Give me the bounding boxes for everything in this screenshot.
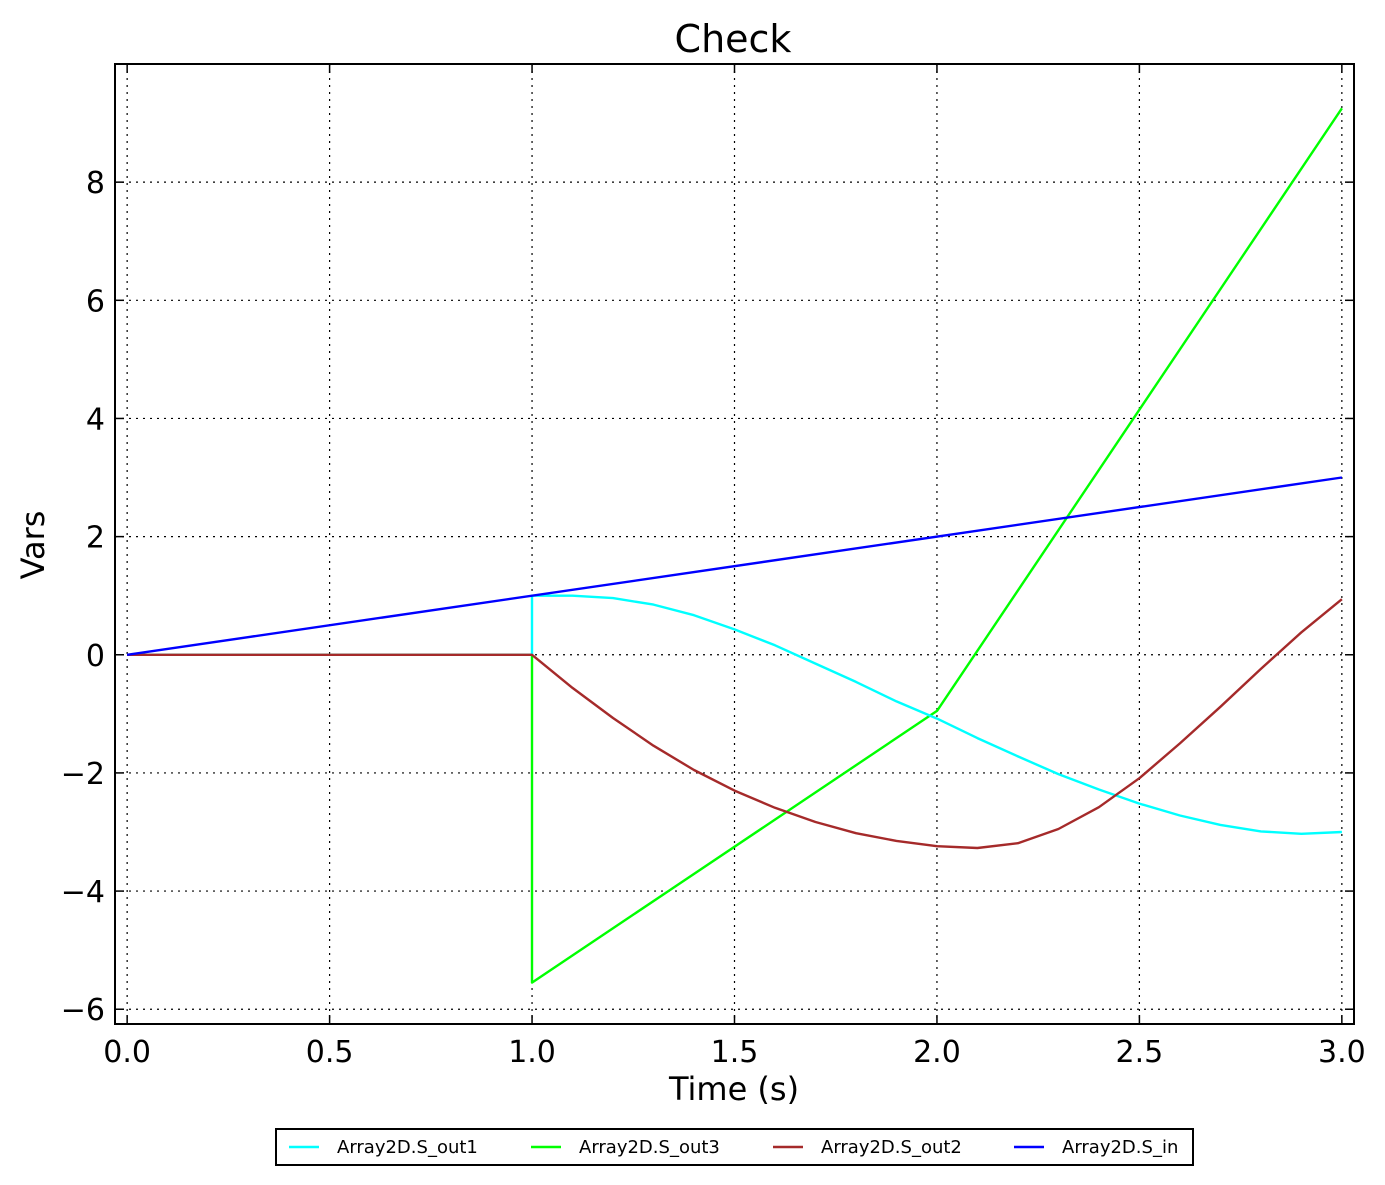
y-tick-label: 0 (86, 639, 105, 674)
y-tick-label: 4 (86, 402, 105, 437)
x-tick-label: 2.5 (1116, 1035, 1164, 1070)
grid (115, 64, 1354, 1024)
series-line-array2d-s-out1 (127, 594, 1342, 835)
series-line-array2d-s-out2 (127, 598, 1343, 850)
x-tick-label: 0.0 (103, 1035, 151, 1070)
legend: Array2D.S_out1 Array2D.S_out3 Array2D.S_ou… (275, 1128, 1194, 1166)
x-tick-label: 1.0 (508, 1035, 556, 1070)
legend-label: Array2D.S_out2 (821, 1137, 962, 1158)
legend-label: Array2D.S_out3 (579, 1137, 720, 1158)
legend-label: Array2D.S_out1 (337, 1137, 478, 1158)
y-tick-label: 6 (86, 284, 105, 319)
x-tick-label: 1.5 (711, 1035, 759, 1070)
ticks: 0.0 0.5 1.0 1.5 2.0 2.5 3.0 −6 −4 −2 0 2 4 6 8 (61, 64, 1366, 1070)
y-tick-label: 2 (86, 521, 105, 556)
y-tick-label: −6 (61, 993, 105, 1028)
x-axis-title: Time (s) (668, 1070, 799, 1108)
y-tick-label: 8 (86, 166, 105, 201)
series-layer (126, 107, 1343, 984)
y-tick-label: −4 (61, 875, 105, 910)
chart-title: Check (675, 17, 792, 61)
plot-frame (114, 63, 1355, 1025)
series-line-array2d-s-in (126, 476, 1343, 656)
y-axis-title: Vars (14, 511, 52, 580)
x-tick-label: 3.0 (1318, 1035, 1366, 1070)
y-tick-label: −2 (61, 757, 105, 792)
x-tick-label: 2.0 (913, 1035, 961, 1070)
x-tick-label: 0.5 (306, 1035, 354, 1070)
legend-label: Array2D.S_in (1062, 1137, 1178, 1158)
